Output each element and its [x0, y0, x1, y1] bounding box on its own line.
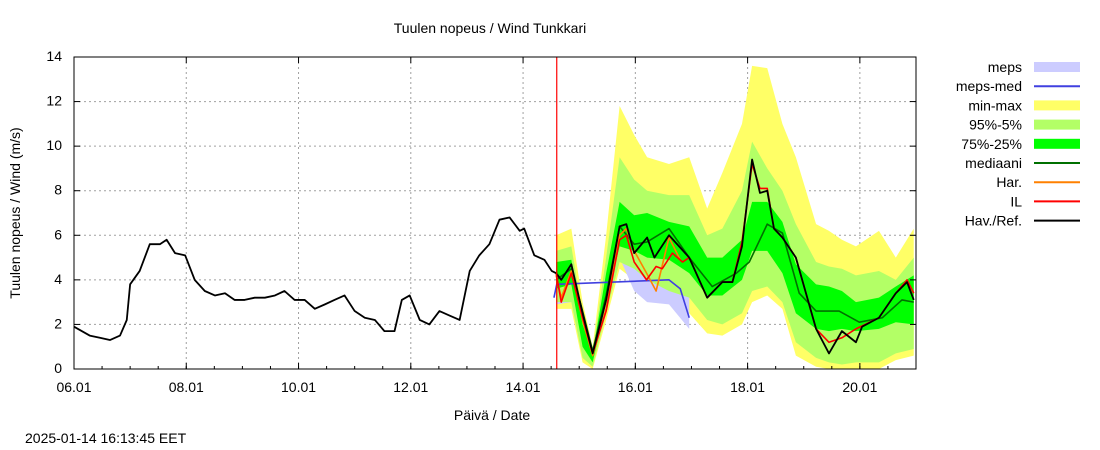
x-axis-label: Päivä / Date [454, 407, 530, 423]
series-har- [555, 227, 681, 357]
legend-swatch [1034, 138, 1080, 149]
x-tick-label: 14.01 [506, 379, 541, 395]
legend-label: Har. [996, 174, 1022, 190]
y-tick-label: 14 [46, 48, 62, 64]
y-axis-label: Tuulen nopeus / Wind (m/s) [7, 127, 23, 298]
legend-label: mediaani [965, 155, 1022, 171]
y-tick-label: 6 [54, 226, 62, 242]
x-tick-label: 20.01 [842, 379, 877, 395]
chart-title: Tuulen nopeus / Wind Tunkkari [394, 20, 586, 36]
legend-label: IL [1010, 193, 1022, 209]
legend-label: min-max [968, 97, 1022, 113]
y-tick-label: 12 [46, 93, 62, 109]
series-hav-ref- [73, 158, 915, 355]
y-tick-label: 8 [54, 182, 62, 198]
x-tick-label: 18.01 [730, 379, 765, 395]
x-tick-label: 08.01 [169, 379, 204, 395]
legend-label: 95%-5% [969, 117, 1022, 133]
y-tick-label: 4 [54, 271, 62, 287]
legend-label: meps-med [956, 78, 1022, 94]
y-tick-label: 2 [54, 315, 62, 331]
x-tick-label: 06.01 [56, 379, 91, 395]
legend-label: meps [988, 59, 1022, 75]
plot-frame [73, 56, 917, 370]
x-tick-label: 16.01 [618, 379, 653, 395]
y-tick-label: 10 [46, 137, 62, 153]
timestamp: 2025-01-14 16:13:45 EET [25, 430, 187, 446]
series-meps-med [553, 279, 690, 318]
legend-swatch [1034, 62, 1080, 72]
x-tick-label: 10.01 [281, 379, 316, 395]
legend-swatch [1034, 100, 1080, 111]
legend-swatch [1034, 119, 1080, 130]
y-tick-label: 0 [54, 360, 62, 376]
x-tick-label: 12.01 [393, 379, 428, 395]
legend-label: 75%-25% [961, 136, 1022, 152]
legend-label: Hav./Ref. [965, 213, 1022, 229]
